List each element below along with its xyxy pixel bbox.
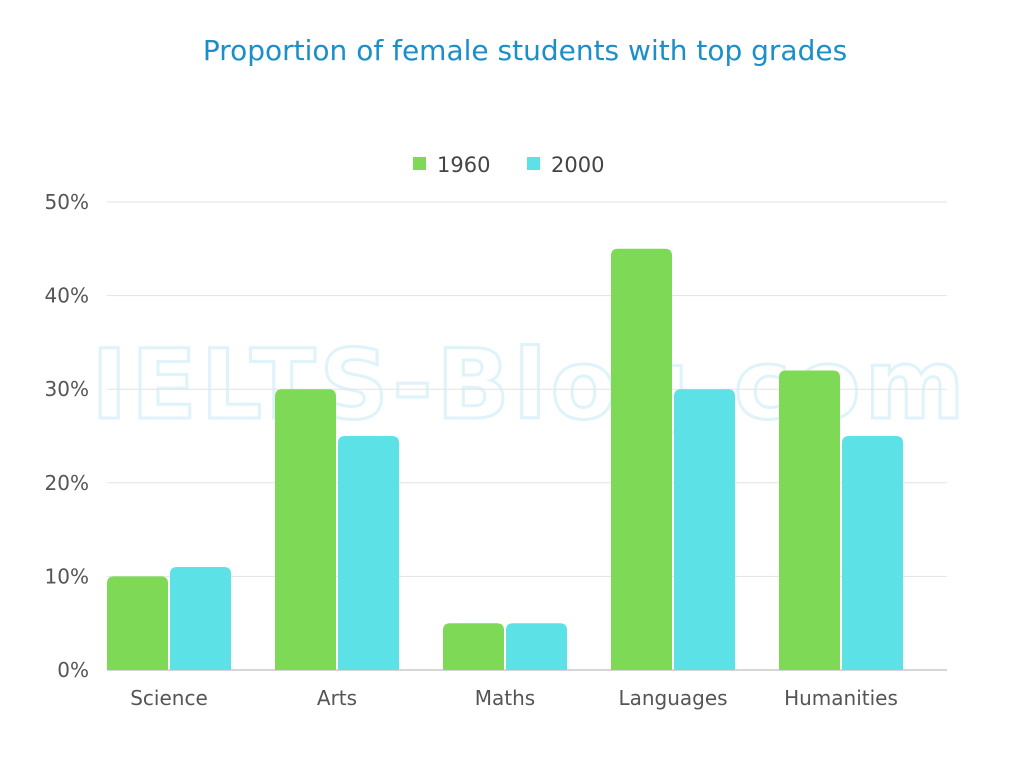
y-tick-label: 20% bbox=[45, 471, 89, 495]
x-axis-ticks: Science Arts Maths Languages Humanities bbox=[130, 686, 898, 710]
legend-swatch-1960 bbox=[413, 157, 426, 170]
x-tick-label: Arts bbox=[317, 686, 357, 710]
x-tick-label: Languages bbox=[618, 686, 727, 710]
bar-science-1960 bbox=[107, 576, 168, 670]
bar-maths-1960 bbox=[443, 623, 504, 670]
bar-humanities-2000 bbox=[842, 436, 903, 670]
chart-title: Proportion of female students with top g… bbox=[203, 34, 847, 67]
x-tick-label: Humanities bbox=[784, 686, 898, 710]
legend-swatch-2000 bbox=[527, 157, 540, 170]
y-tick-label: 0% bbox=[57, 658, 89, 682]
bar-arts-2000 bbox=[338, 436, 399, 670]
y-axis-ticks: 0% 10% 20% 30% 40% 50% bbox=[45, 190, 89, 682]
bar-science-2000 bbox=[170, 567, 231, 670]
bar-languages-1960 bbox=[611, 248, 672, 671]
x-tick-label: Maths bbox=[475, 686, 535, 710]
y-tick-label: 40% bbox=[45, 284, 89, 308]
legend-label-1960: 1960 bbox=[437, 153, 490, 177]
x-tick-label: Science bbox=[130, 686, 208, 710]
bars bbox=[107, 248, 903, 671]
legend: 1960 2000 bbox=[413, 153, 604, 177]
bar-arts-1960 bbox=[275, 389, 336, 670]
y-tick-label: 50% bbox=[45, 190, 89, 214]
y-tick-label: 30% bbox=[45, 377, 89, 401]
bar-languages-2000 bbox=[674, 389, 735, 670]
bar-maths-2000 bbox=[506, 623, 567, 670]
bar-humanities-1960 bbox=[779, 370, 840, 670]
legend-label-2000: 2000 bbox=[551, 153, 604, 177]
y-tick-label: 10% bbox=[45, 564, 89, 588]
